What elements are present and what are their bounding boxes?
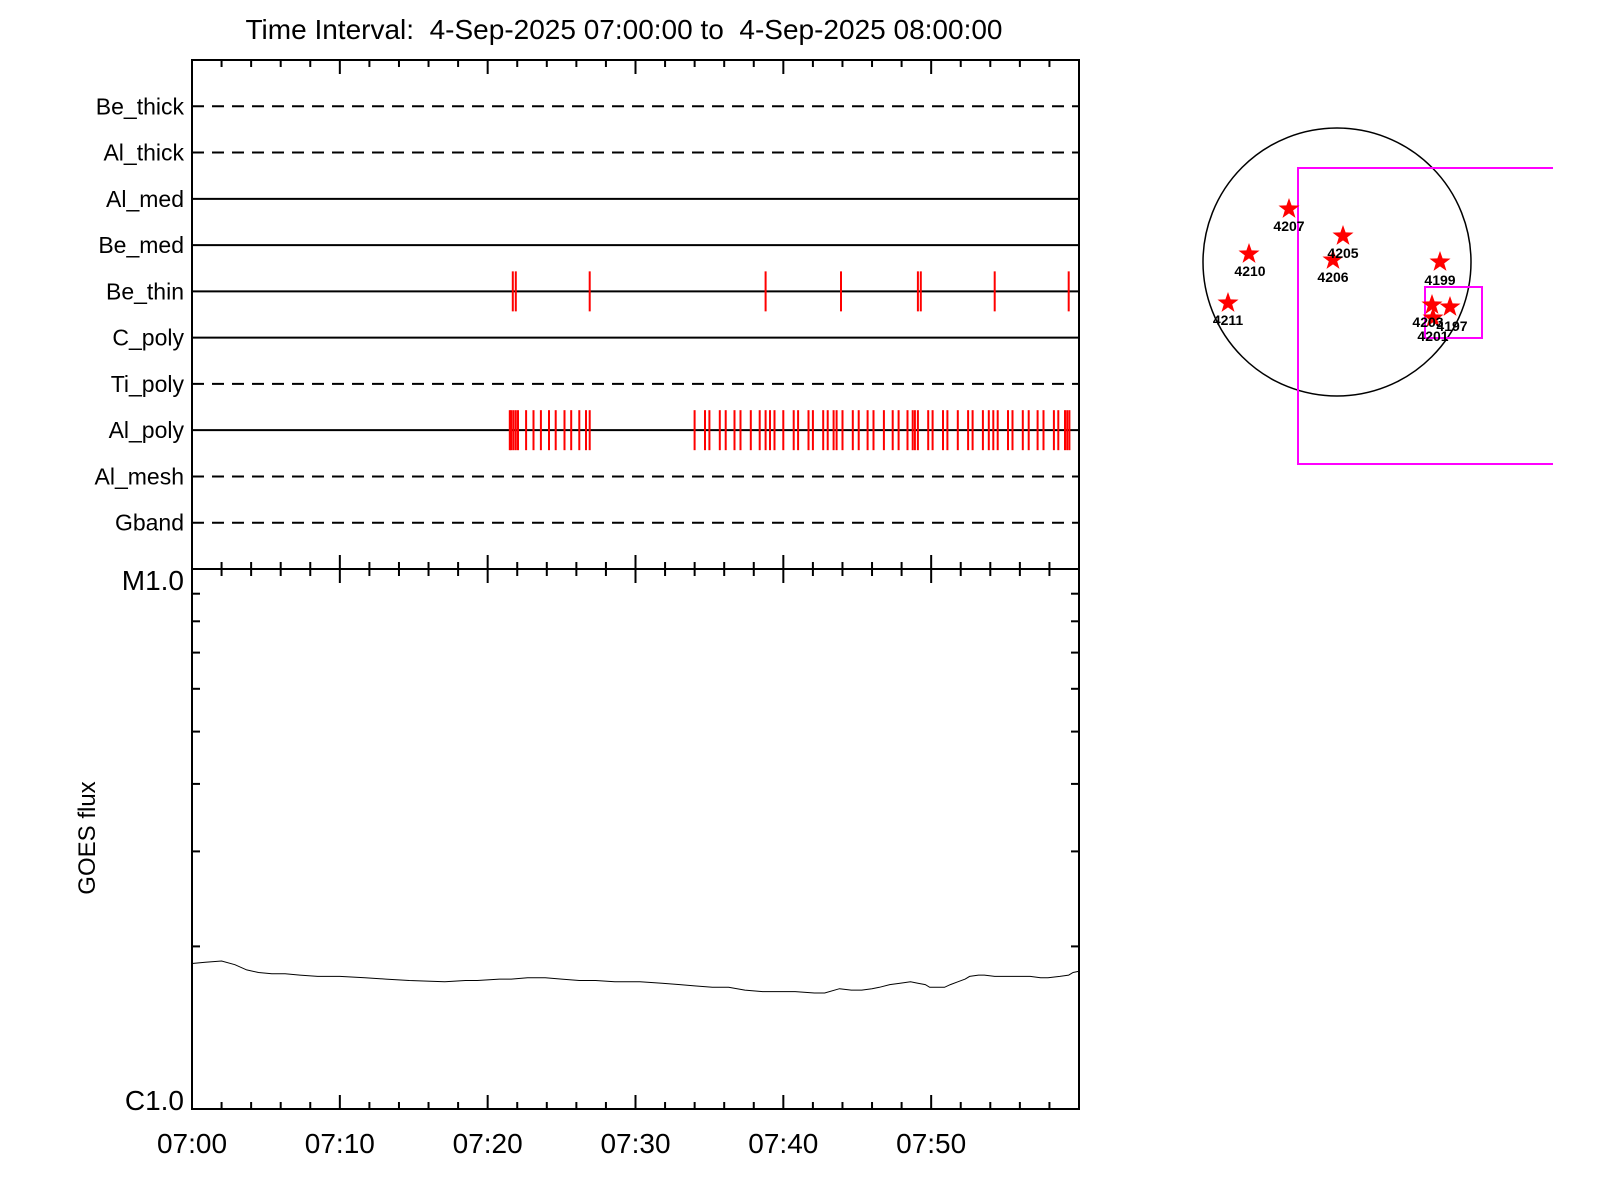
goes-flux-curve: [191, 960, 1080, 994]
active-region-label-4203: 4203: [1412, 314, 1443, 330]
active-region-star-4203: [1421, 294, 1443, 314]
active-region-star-4197: [1439, 296, 1461, 316]
active-region-label-4205: 4205: [1327, 245, 1358, 261]
solar-limb-circle: [1202, 127, 1472, 397]
chart-title: Time Interval: 4-Sep-2025 07:00:00 to 4-…: [245, 14, 1003, 45]
goes-panel-frame: [191, 568, 1080, 1110]
fov-box-large: [1297, 167, 1553, 465]
filter-label-Be_thick: Be_thick: [96, 93, 185, 119]
filter-label-Al_poly: Al_poly: [109, 417, 185, 443]
filter-label-C_poly: C_poly: [112, 325, 184, 351]
x-tick-label-07:00: 07:00: [157, 1128, 227, 1159]
filter-label-Gband: Gband: [115, 510, 184, 536]
active-region-label-4197: 4197: [1436, 318, 1467, 334]
x-tick-label-07:40: 07:40: [748, 1128, 818, 1159]
filter-label-Be_thin: Be_thin: [106, 278, 184, 304]
active-region-star-4205: [1332, 225, 1354, 245]
x-tick-label-07:30: 07:30: [600, 1128, 670, 1159]
filter-label-Al_mesh: Al_mesh: [95, 463, 184, 489]
active-region-label-4210: 4210: [1234, 263, 1265, 279]
active-region-star-4211: [1217, 292, 1239, 312]
active-region-star-4210: [1238, 243, 1260, 263]
active-region-star-4201: [1422, 307, 1444, 327]
goes-y-top-label: M1.0: [122, 565, 184, 596]
x-tick-label-07:10: 07:10: [305, 1128, 375, 1159]
goes-y-axis-title: GOES flux: [74, 781, 101, 894]
filter-label-Be_med: Be_med: [98, 232, 184, 258]
active-region-label-4211: 4211: [1213, 312, 1244, 328]
active-region-label-4199: 4199: [1424, 272, 1455, 288]
active-region-star-4207: [1278, 198, 1300, 218]
active-region-label-4207: 4207: [1273, 218, 1304, 234]
active-region-label-4201: 4201: [1417, 328, 1448, 344]
filter-label-Ti_poly: Ti_poly: [111, 371, 185, 397]
filter-panel-frame: [191, 59, 1080, 570]
x-tick-label-07:20: 07:20: [453, 1128, 523, 1159]
filter-label-Al_thick: Al_thick: [103, 140, 184, 166]
active-region-star-4206: [1322, 249, 1344, 269]
goes-y-bottom-label: C1.0: [125, 1085, 184, 1116]
filter-label-Al_med: Al_med: [106, 186, 184, 212]
active-region-star-4199: [1429, 251, 1451, 271]
fov-box-small: [1424, 286, 1483, 339]
x-tick-label-07:50: 07:50: [896, 1128, 966, 1159]
active-region-label-4206: 4206: [1317, 269, 1348, 285]
